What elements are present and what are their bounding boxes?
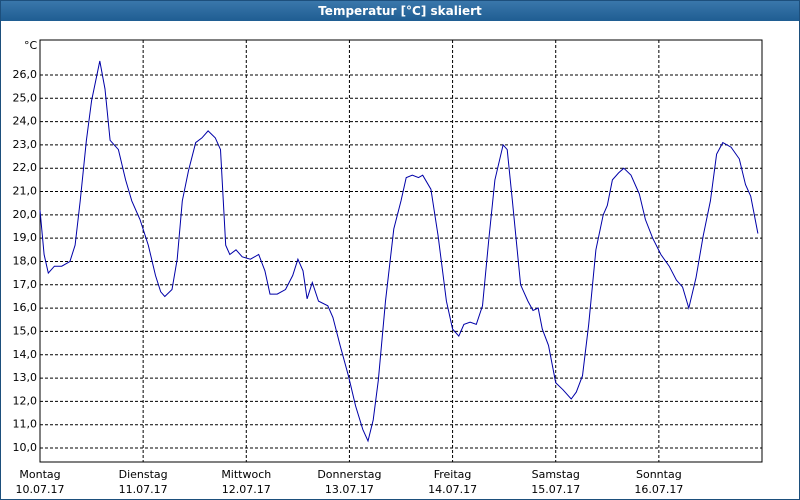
y-tick-label: 14,0 — [13, 348, 38, 361]
x-tick-date: 15.07.17 — [531, 483, 580, 496]
y-tick-label: 24,0 — [13, 115, 38, 128]
plot-area — [39, 39, 763, 463]
x-tick-label: Sonntag — [636, 468, 682, 481]
y-tick-label: 10,0 — [13, 441, 38, 454]
y-tick-label: 22,0 — [13, 161, 38, 174]
data-line — [39, 60, 759, 443]
y-tick-label: 16,0 — [13, 301, 38, 314]
x-tick-date: 10.07.17 — [16, 483, 65, 496]
x-tick-label: Samstag — [532, 468, 580, 481]
y-tick-label: 25,0 — [13, 91, 38, 104]
y-tick-label: 21,0 — [13, 185, 38, 198]
x-tick-date: 13.07.17 — [325, 483, 374, 496]
y-tick-label: 11,0 — [13, 418, 38, 431]
y-tick-label: 13,0 — [13, 371, 38, 384]
x-tick-date: 14.07.17 — [428, 483, 477, 496]
y-tick-label: 15,0 — [13, 324, 38, 337]
y-tick-label: 17,0 — [13, 278, 38, 291]
x-tick-label: Donnerstag — [317, 468, 381, 481]
title-bar: Temperatur [°C] skaliert — [1, 1, 799, 21]
y-tick-label: 19,0 — [13, 231, 38, 244]
x-tick-date: 16.07.17 — [634, 483, 683, 496]
y-tick-label: 12,0 — [13, 394, 38, 407]
x-tick-date: 12.07.17 — [222, 483, 271, 496]
x-tick-label: Mittwoch — [221, 468, 271, 481]
y-tick-label: 26,0 — [13, 68, 38, 81]
x-tick-label: Dienstag — [119, 468, 168, 481]
y-unit: °C — [24, 39, 38, 52]
y-tick-label: 20,0 — [13, 208, 38, 221]
x-tick-label: Montag — [19, 468, 60, 481]
x-tick-label: Freitag — [434, 468, 472, 481]
y-tick-label: 18,0 — [13, 254, 38, 267]
y-tick-label: 23,0 — [13, 138, 38, 151]
x-tick-date: 11.07.17 — [119, 483, 168, 496]
